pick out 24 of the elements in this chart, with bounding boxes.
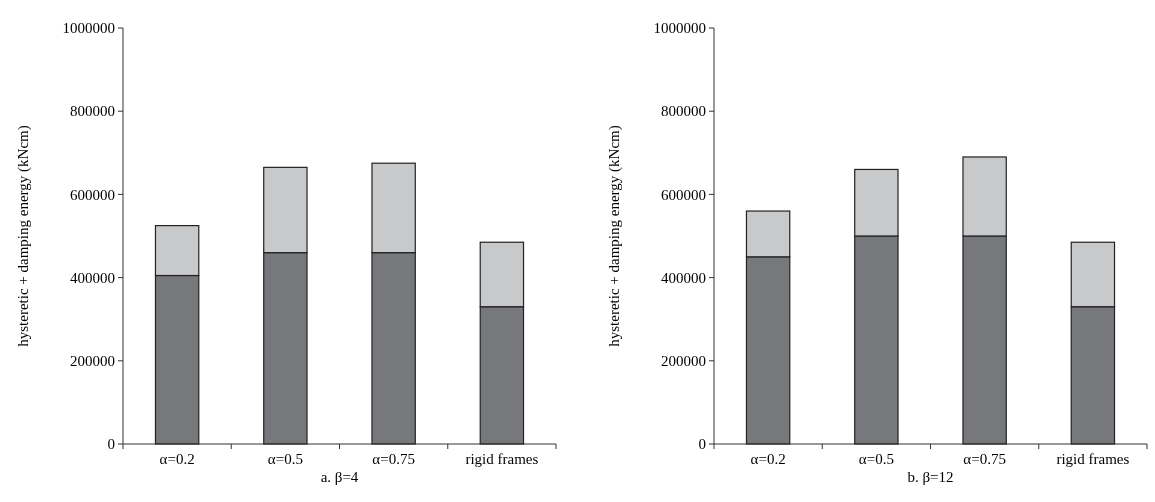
y-tick-label: 0: [107, 436, 115, 453]
x-tick-label: α=0.75: [372, 451, 415, 467]
x-tick-label: α=0.75: [963, 451, 1006, 467]
y-tick-label: 800000: [661, 103, 706, 120]
y-axis-title: hysteretic + damping energy (kNcm): [606, 125, 623, 347]
y-tick-label: 0: [698, 436, 706, 453]
x-tick-label: α=0.2: [750, 451, 786, 467]
y-tick-label: 200000: [661, 353, 706, 370]
y-tick-label: 600000: [70, 186, 115, 203]
y-axis-title: hysteretic + damping energy (kNcm): [15, 125, 32, 347]
text: b. β=12: [907, 469, 954, 485]
x-tick-label: α=0.5: [267, 451, 303, 467]
y-tick-label: 600000: [661, 186, 706, 203]
x-tick-label: rigid frames: [1056, 451, 1130, 467]
y-tick-label: 400000: [70, 269, 115, 286]
y-tick-label: 200000: [70, 353, 115, 370]
y-tick-label: 800000: [70, 103, 115, 120]
text: a. β=4: [320, 469, 359, 485]
y-tick-label: 400000: [661, 269, 706, 286]
x-tick-label: α=0.2: [159, 451, 195, 467]
y-tick-label: 1000000: [62, 20, 115, 37]
y-tick-label: 1000000: [653, 20, 706, 37]
x-tick-label: rigid frames: [465, 451, 539, 467]
x-tick-label: α=0.5: [858, 451, 894, 467]
